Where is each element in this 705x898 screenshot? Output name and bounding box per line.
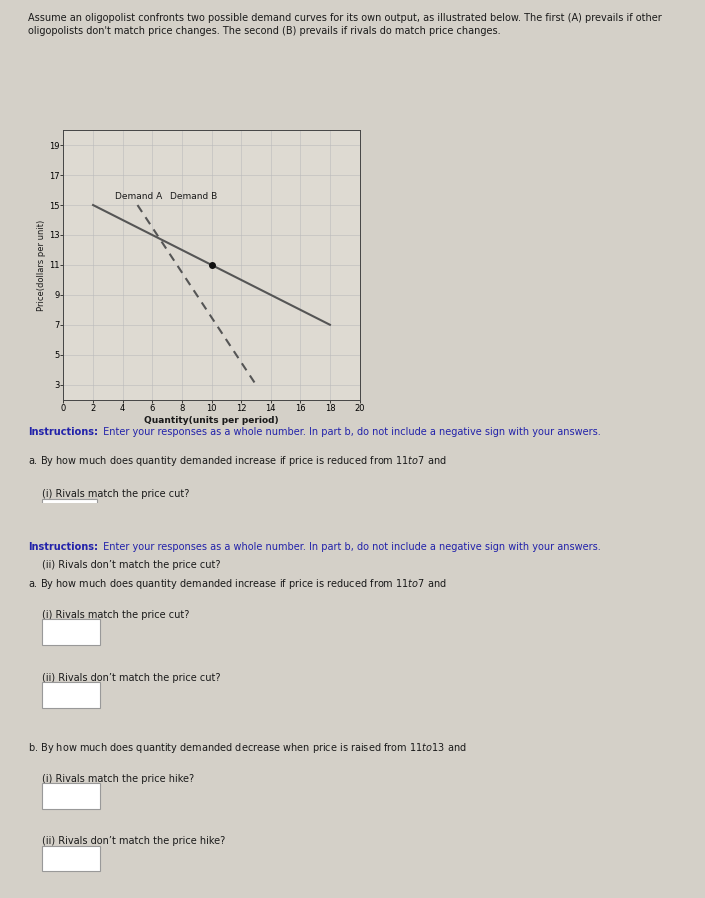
Text: Demand B: Demand B: [170, 192, 217, 201]
Text: Demand A: Demand A: [116, 192, 163, 201]
FancyBboxPatch shape: [42, 620, 100, 645]
Text: Enter your responses as a whole number. In part b, do not include a negative sig: Enter your responses as a whole number. …: [100, 541, 601, 552]
FancyBboxPatch shape: [42, 570, 97, 597]
FancyBboxPatch shape: [42, 499, 97, 527]
Text: (i) Rivals match the price hike?: (i) Rivals match the price hike?: [42, 774, 194, 784]
FancyBboxPatch shape: [42, 682, 100, 708]
Text: Assume an oligopolist confronts two possible demand curves for its own output, a: Assume an oligopolist confronts two poss…: [27, 13, 661, 36]
FancyBboxPatch shape: [42, 783, 100, 809]
Text: a. By how much does quantity demanded increase if price is reduced from $11 to $: a. By how much does quantity demanded in…: [27, 454, 446, 468]
Text: Instructions:: Instructions:: [27, 427, 98, 436]
Text: Enter your responses as a whole number. In part b, do not include a negative sig: Enter your responses as a whole number. …: [100, 427, 601, 436]
Text: (ii) Rivals don’t match the price hike?: (ii) Rivals don’t match the price hike?: [42, 836, 225, 847]
Y-axis label: Price(dollars per unit): Price(dollars per unit): [37, 219, 46, 311]
Text: (ii) Rivals don’t match the price cut?: (ii) Rivals don’t match the price cut?: [42, 673, 220, 682]
Text: (ii) Rivals don’t match the price cut?: (ii) Rivals don’t match the price cut?: [42, 559, 220, 570]
X-axis label: Quantity(units per period): Quantity(units per period): [145, 416, 278, 425]
Text: (i) Rivals match the price cut?: (i) Rivals match the price cut?: [42, 610, 189, 620]
Text: b. By how much does quantity demanded decrease when price is raised from $11 to : b. By how much does quantity demanded de…: [27, 741, 466, 754]
Text: Instructions:: Instructions:: [27, 541, 98, 552]
FancyBboxPatch shape: [42, 846, 100, 871]
Text: (i) Rivals match the price cut?: (i) Rivals match the price cut?: [42, 489, 189, 499]
Text: a. By how much does quantity demanded increase if price is reduced from $11 to $: a. By how much does quantity demanded in…: [27, 577, 446, 591]
